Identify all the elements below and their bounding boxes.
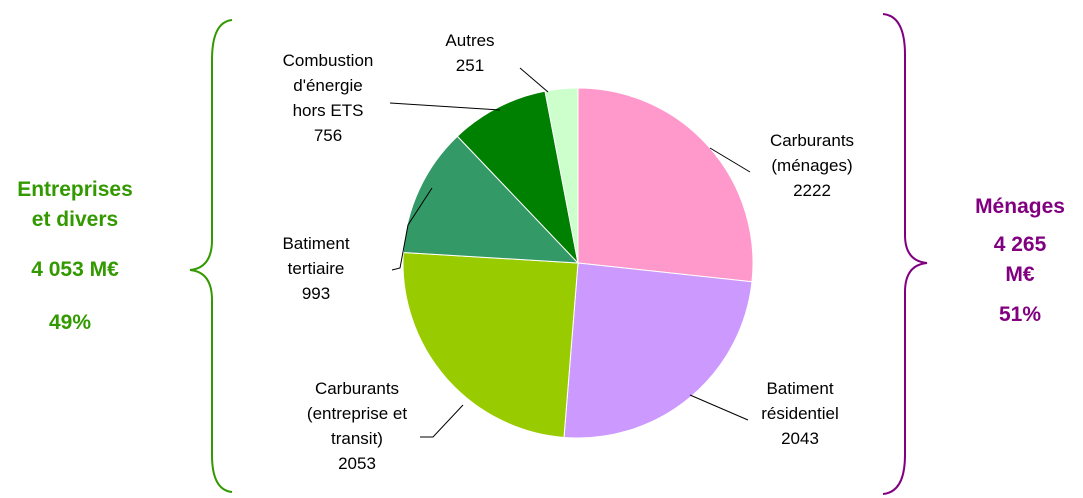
slice-label: Autres 251 (445, 28, 494, 78)
leader-line (689, 394, 749, 421)
annotation: 4 053 M€ (31, 258, 119, 281)
category-label: Combustion d'énergie hors ETS (282, 51, 374, 120)
annotation: 4 265 M€ (993, 233, 1047, 286)
category-label: Carburants (ménages) (769, 131, 855, 175)
value-label: 2222 (793, 181, 831, 200)
annotation: Entreprises et divers (17, 178, 133, 231)
leader-line (389, 102, 501, 111)
slice-label: Batiment tertiaire 993 (282, 231, 349, 306)
category-label: Autres (445, 31, 495, 50)
value-label: 251 (455, 56, 485, 75)
pie-slice (577, 87, 754, 283)
slice-label: Combustion d'énergie hors ETS 756 (283, 48, 374, 148)
right-brace (882, 13, 928, 495)
leader-line (391, 187, 433, 271)
slice-label: Carburants (entreprise et transit) 2053 (307, 376, 407, 476)
pie-slice (544, 87, 579, 264)
annotation: 51% (998, 303, 1042, 326)
slice-label: Carburants (ménages) 2222 (770, 128, 854, 203)
pie-slice (456, 90, 579, 265)
category-label: Batiment résidentiel (761, 379, 839, 423)
annotation: Ménages (975, 195, 1065, 218)
left-brace (189, 19, 233, 493)
pie-slice (563, 262, 753, 439)
leader-line (519, 67, 549, 93)
leader-line (709, 147, 751, 173)
category-label: Carburants (entreprise et transit) (306, 379, 408, 448)
slice-label: Batiment résidentiel 2043 (761, 376, 839, 451)
value-label: 2053 (338, 454, 376, 473)
leader-line (420, 404, 464, 438)
annotation: 49% (48, 311, 92, 334)
value-label: 2043 (781, 429, 819, 448)
value-label: 993 (301, 284, 331, 303)
pie-slice (402, 251, 579, 438)
category-label: Batiment tertiaire (282, 234, 350, 278)
value-label: 756 (313, 126, 343, 145)
